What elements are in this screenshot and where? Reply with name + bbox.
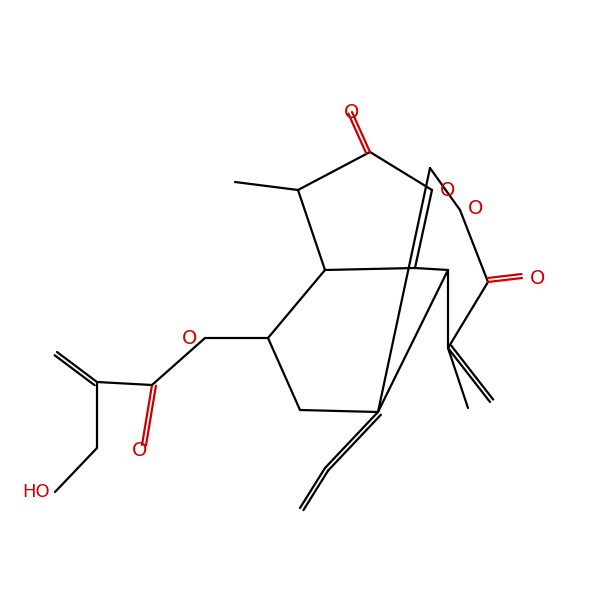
Text: O: O (530, 269, 545, 287)
Text: O: O (344, 103, 359, 121)
Text: O: O (468, 199, 484, 217)
Text: O: O (182, 329, 197, 347)
Text: O: O (440, 181, 455, 199)
Text: HO: HO (22, 483, 50, 501)
Text: O: O (133, 442, 148, 461)
